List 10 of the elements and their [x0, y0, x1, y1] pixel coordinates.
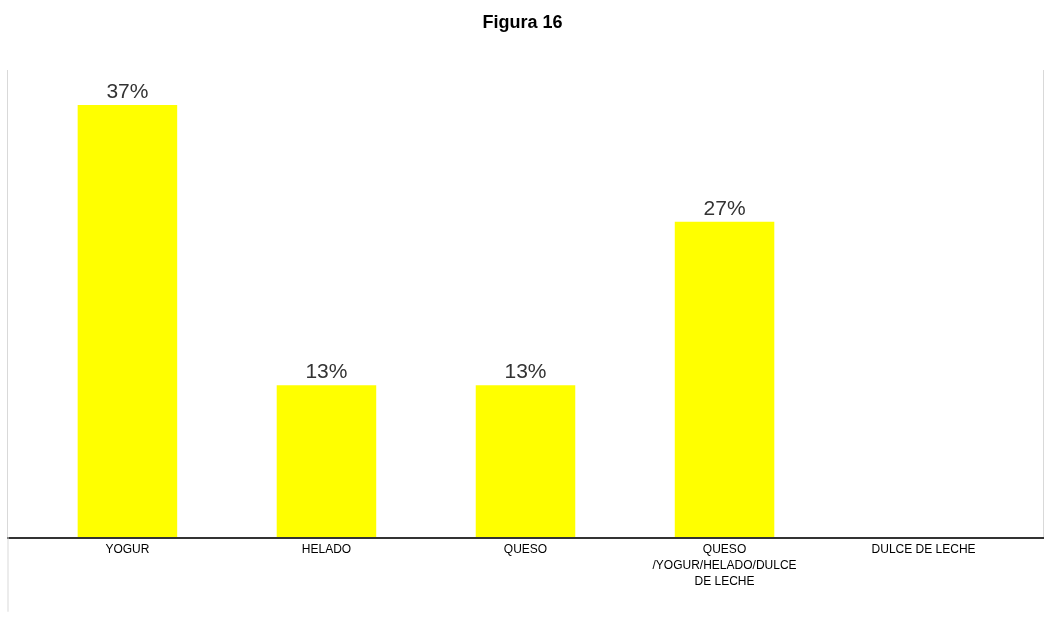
x-tick-label: QUESO	[503, 542, 548, 557]
data-label: 13%	[305, 359, 348, 383]
x-tick-label: QUESO /YOGUR/HELADO/DULCE DE LECHE	[652, 542, 797, 588]
data-label: 37%	[106, 79, 149, 103]
x-tick-label: HELADO	[301, 542, 352, 557]
x-tick-label: DULCE DE LECHE	[871, 542, 976, 557]
data-label: 27%	[703, 195, 746, 219]
data-label: 13%	[504, 359, 547, 383]
chart-title: Figura 16	[482, 12, 563, 33]
x-tick-label: YOGUR	[105, 542, 150, 557]
